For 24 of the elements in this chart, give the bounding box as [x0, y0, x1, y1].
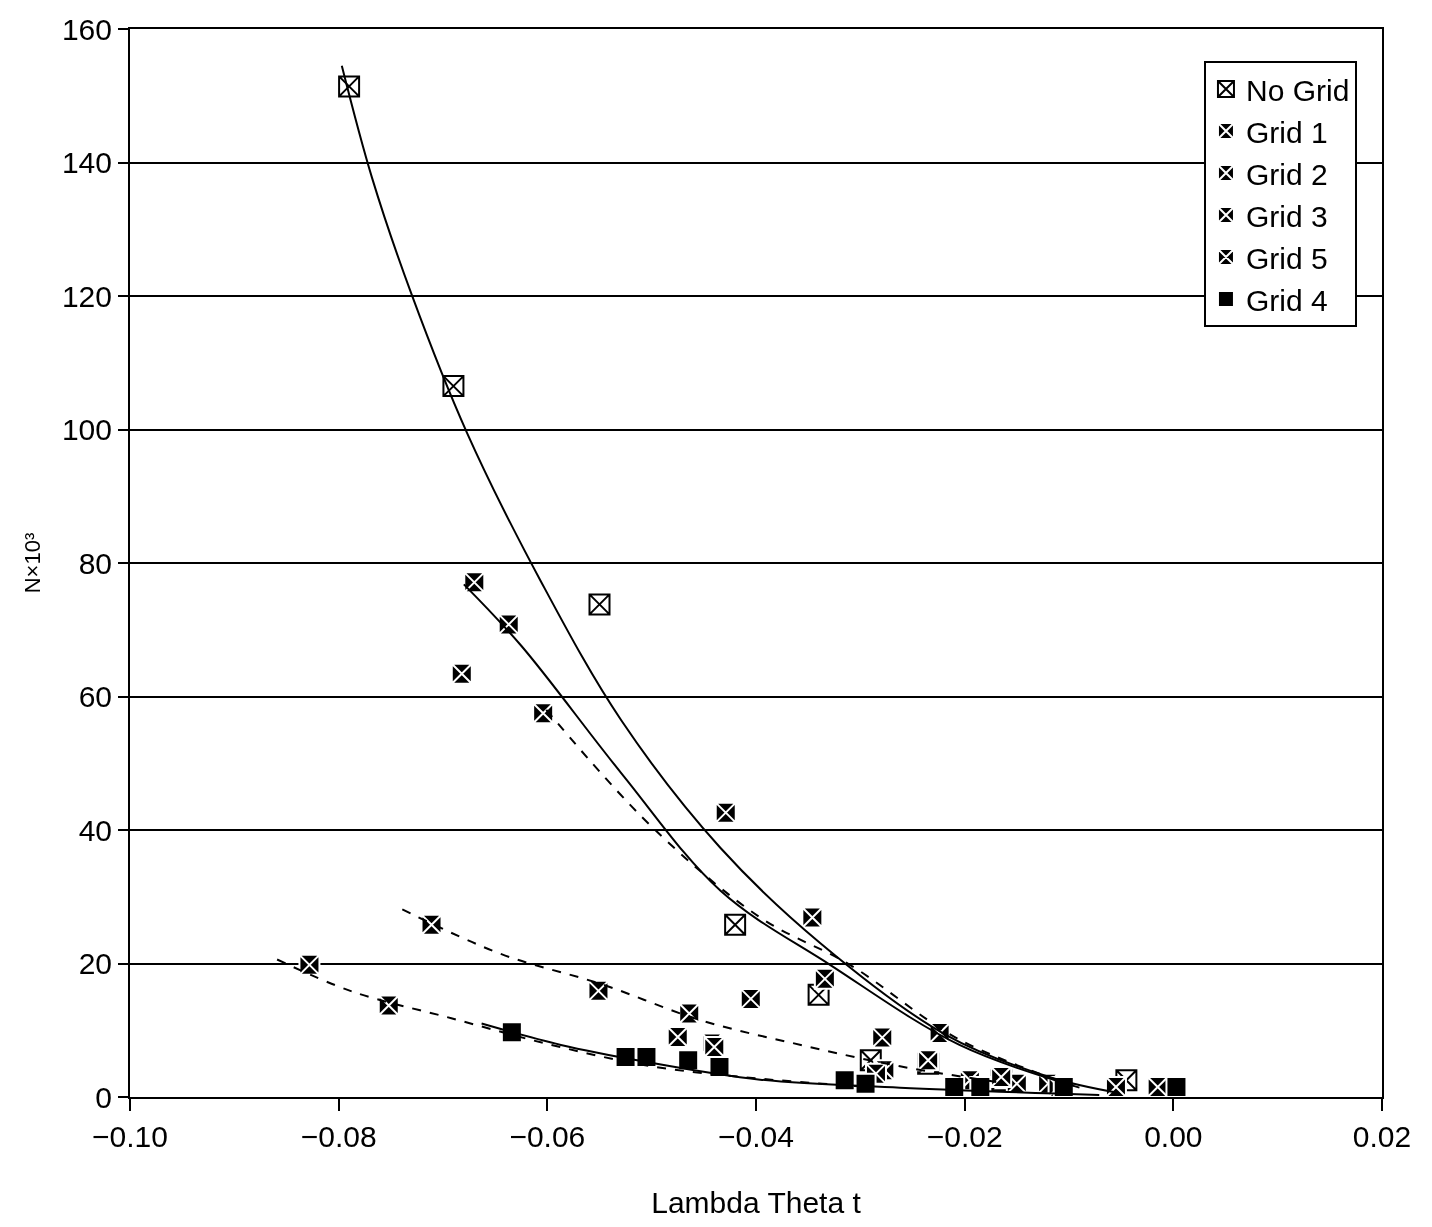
y-tick-label: 40	[78, 813, 112, 847]
y-tick-label: 120	[61, 279, 112, 313]
y-tick-label: 0	[95, 1080, 112, 1114]
x-tick-label: −0.10	[92, 1120, 168, 1153]
legend-label: No Grid	[1245, 73, 1350, 107]
legend-label: Grid 3	[1245, 199, 1328, 233]
y-tick-label: 160	[61, 12, 112, 46]
x-tick-label: −0.08	[300, 1120, 377, 1153]
legend-label: Grid 2	[1245, 157, 1328, 191]
x-tick-label: −0.02	[926, 1120, 1003, 1153]
x-tick-label: 0.00	[1144, 1120, 1203, 1153]
legend-label: Grid 5	[1245, 241, 1328, 275]
y-tick-label: 20	[78, 947, 112, 980]
y-axis-title: N×10³	[20, 532, 46, 594]
legend-label: Grid 4	[1245, 283, 1328, 317]
y-tick-label: 140	[61, 146, 112, 179]
x-tick-label: 0.02	[1352, 1120, 1412, 1153]
legend-label: Grid 1	[1245, 115, 1328, 149]
x-tick-label: −0.06	[509, 1120, 586, 1153]
y-tick-label: 60	[78, 680, 112, 713]
x-tick-label: −0.04	[718, 1120, 794, 1153]
y-tick-label: 80	[78, 546, 112, 580]
x-axis-title: Lambda Theta t	[651, 1186, 862, 1219]
y-tick-label: 100	[61, 413, 112, 446]
